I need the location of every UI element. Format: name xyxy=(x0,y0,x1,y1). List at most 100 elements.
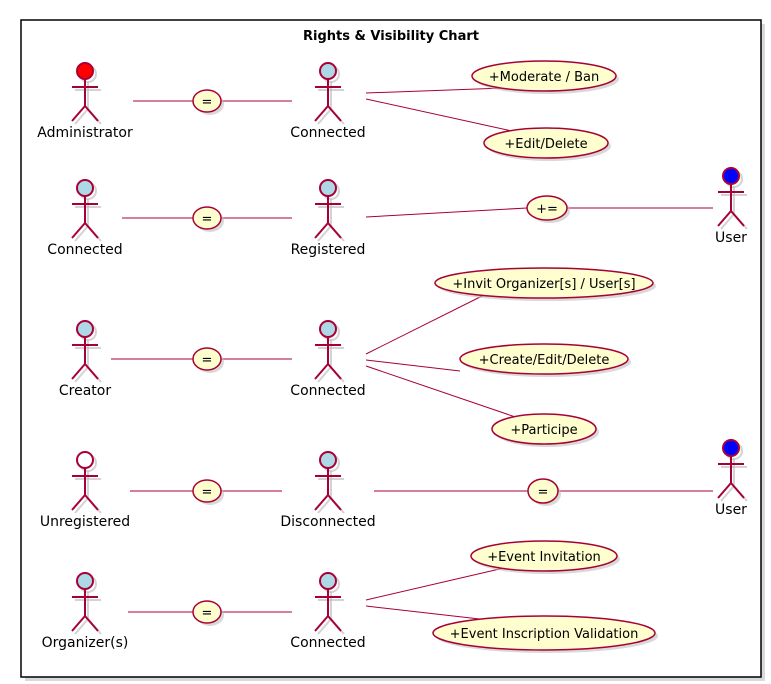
row-2-left-actor-label: Connected xyxy=(47,242,122,258)
row-3-usecase-3-text: +Participe xyxy=(510,423,577,438)
row-1-usecase-edge-2 xyxy=(365,98,513,132)
row-2-equals-text: = xyxy=(202,212,213,227)
row-3-usecase-1: +Invit Organizer[s] / User[s] xyxy=(434,267,656,301)
row-2-target-actor: User xyxy=(715,167,748,246)
row-5-left-actor-figure xyxy=(71,572,99,632)
row-3-usecase-2: +Create/Edit/Delete xyxy=(459,343,631,377)
row-5-right-actor-label: Connected xyxy=(290,635,365,651)
row-2-right-actor-head xyxy=(319,179,337,197)
row-3-left-actor-figure xyxy=(71,320,99,380)
row-2-via-ellipse xyxy=(526,195,568,221)
row-5-left-actor: Organizer(s) xyxy=(42,572,129,651)
row-1-right-actor-figure xyxy=(314,62,342,122)
row-3-equals-ellipse xyxy=(192,347,222,371)
row-3-right-actor-figure xyxy=(314,320,342,380)
row-5-usecase-1-ellipse xyxy=(470,540,618,572)
row-2-left-actor-head xyxy=(76,179,94,197)
row-4-left-actor-figure xyxy=(71,451,99,511)
row-3-left-actor: Creator xyxy=(59,320,111,399)
row-1-equals-text: = xyxy=(202,95,213,110)
row-4-target-actor: User xyxy=(715,439,748,518)
row-4-target-actor-head xyxy=(722,439,740,457)
row-4-via: = xyxy=(527,478,561,506)
row-5-left-actor-label: Organizer(s) xyxy=(42,635,129,651)
row-5-usecase-2-ellipse xyxy=(432,615,656,651)
row-2-target-actor-label: User xyxy=(715,230,747,246)
diagram-title: Rights & Visibility Chart xyxy=(303,29,479,44)
row-4-left-actor-head xyxy=(76,451,94,469)
row-5-usecase-1: +Event Invitation xyxy=(470,540,620,574)
row-3-usecase-edge-1 xyxy=(365,294,485,355)
row-1-left-actor: Administrator xyxy=(37,62,133,141)
row-3-usecase-2-text: +Create/Edit/Delete xyxy=(479,353,610,368)
row-5-right-actor: Connected xyxy=(290,572,366,651)
row-1-left-actor-label: Administrator xyxy=(37,125,133,141)
row-5-usecase-1-text: +Event Invitation xyxy=(487,550,601,565)
row-3-usecase-3: +Participe xyxy=(491,413,599,447)
row-4-right-actor-figure xyxy=(314,451,342,511)
row-5-equals: = xyxy=(192,600,224,626)
row-2-left-actor-figure xyxy=(71,179,99,239)
row-4-right-actor-label: Disconnected xyxy=(280,514,375,530)
row-3-right-actor-label: Connected xyxy=(290,383,365,399)
row-3-right-actor: Connected xyxy=(290,320,366,399)
row-1-usecase-2-ellipse xyxy=(483,127,609,159)
row-5-right-actor-head xyxy=(319,572,337,590)
row-1-right-actor: Connected xyxy=(290,62,366,141)
row-4-via-ellipse xyxy=(527,478,559,504)
row-1-usecase-2-text: +Edit/Delete xyxy=(504,137,587,152)
row-3-usecase-3-ellipse xyxy=(491,413,597,445)
row-3-equals: = xyxy=(192,347,224,373)
row-5-equals-text: = xyxy=(202,606,213,621)
row-1-equals: = xyxy=(192,89,224,115)
diagram-frame xyxy=(20,19,762,678)
row-1-usecase-1-text: +Moderate / Ban xyxy=(489,70,600,85)
row-2-target-actor-figure xyxy=(717,167,745,227)
row-4-left-actor-label: Unregistered xyxy=(40,514,130,530)
row-2-left-actor: Connected xyxy=(47,179,123,258)
row-2-equals-ellipse xyxy=(192,206,222,230)
row-1-left-actor-figure xyxy=(71,62,99,122)
row-2-right-actor-figure xyxy=(314,179,342,239)
row-1-right-actor-head xyxy=(319,62,337,80)
row-4-equals-text: = xyxy=(202,485,213,500)
row-3-usecase-edge-2 xyxy=(365,359,461,372)
row-3-equals-text: = xyxy=(202,353,213,368)
row-3-left-actor-label: Creator xyxy=(59,383,111,399)
row-3-left-actor-head xyxy=(76,320,94,338)
row-2-equals: = xyxy=(192,206,224,232)
row-5-left-actor-head xyxy=(76,572,94,590)
row-2-via-text: += xyxy=(536,202,558,217)
row-2-right-actor-label: Registered xyxy=(291,242,366,258)
row-2-via-edge-left xyxy=(365,207,528,218)
row-4-equals: = xyxy=(192,479,224,505)
row-3-right-actor-head xyxy=(319,320,337,338)
row-5-usecase-2-text: +Event Inscription Validation xyxy=(450,627,639,642)
row-4-equals-ellipse xyxy=(192,479,222,503)
row-4-right-actor-head xyxy=(319,451,337,469)
row-5-usecase-edge-2 xyxy=(365,605,484,620)
row-1-usecase-1-ellipse xyxy=(471,60,617,92)
row-1-usecase-1: +Moderate / Ban xyxy=(471,60,619,94)
row-4-target-actor-label: User xyxy=(715,502,747,518)
row-5-usecase-2: +Event Inscription Validation xyxy=(432,615,658,653)
row-4-via-text: = xyxy=(538,485,549,500)
row-1-equals-ellipse xyxy=(192,89,222,113)
row-4-left-actor: Unregistered xyxy=(40,451,130,530)
row-1-left-actor-head xyxy=(76,62,94,80)
row-1-usecase-2: +Edit/Delete xyxy=(483,127,611,161)
row-2-target-actor-head xyxy=(722,167,740,185)
row-4-target-actor-figure xyxy=(717,439,745,499)
row-2-right-actor: Registered xyxy=(291,179,366,258)
row-2-via: += xyxy=(526,195,570,223)
row-1-right-actor-label: Connected xyxy=(290,125,365,141)
row-3-usecase-edge-3 xyxy=(365,365,516,418)
row-3-usecase-1-text: +Invit Organizer[s] / User[s] xyxy=(452,277,635,292)
diagram-content: = Administrator Connected +Moderate / Ban +E… xyxy=(37,60,748,653)
row-5-usecase-edge-1 xyxy=(365,567,504,601)
row-3-usecase-1-ellipse xyxy=(434,267,654,299)
row-5-right-actor-figure xyxy=(314,572,342,632)
row-1-usecase-edge-1 xyxy=(365,87,505,94)
row-5-equals-ellipse xyxy=(192,600,222,624)
